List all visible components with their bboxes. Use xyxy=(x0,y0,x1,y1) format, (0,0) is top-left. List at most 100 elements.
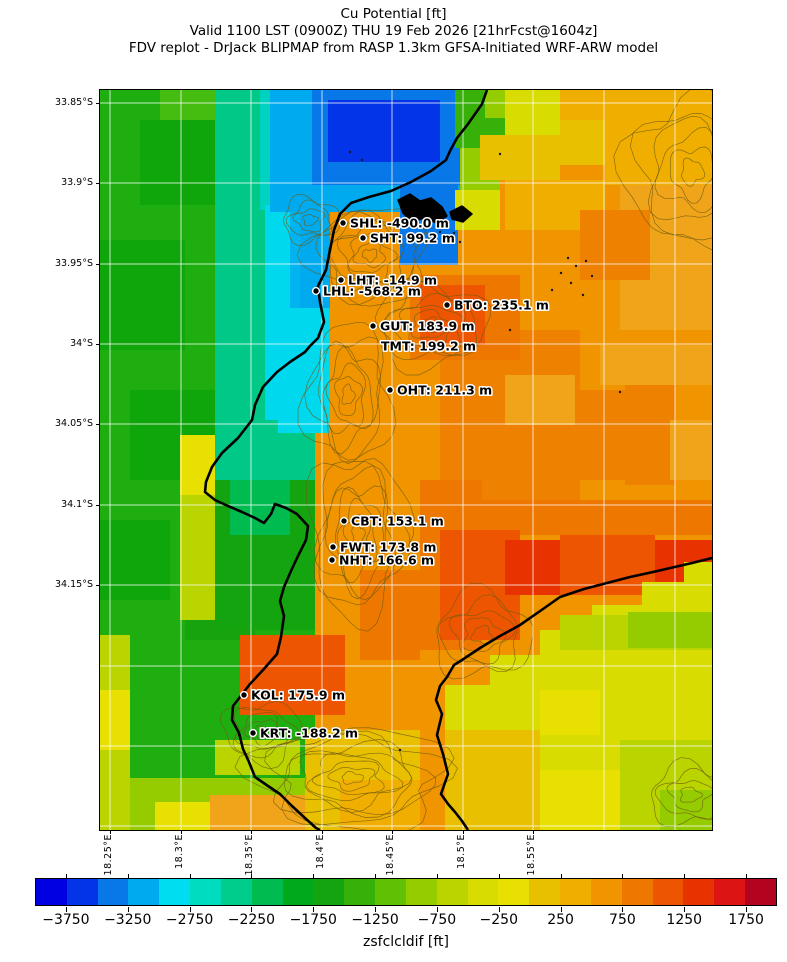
raster-cell xyxy=(140,120,225,205)
terrain-contour xyxy=(448,610,516,665)
terrain-contour xyxy=(462,617,507,652)
map-speckle xyxy=(559,271,563,275)
colorbar-tick-label: −250 xyxy=(479,912,518,928)
y-tick-mark xyxy=(96,505,100,506)
station-label: SHT: 99.2 m xyxy=(370,231,455,246)
raster-cell xyxy=(480,135,560,180)
raster-cell xyxy=(625,375,675,485)
map-speckle xyxy=(498,152,502,156)
plot-valid-time: Valid 1100 LST (0900Z) THU 19 Feb 2026 [… xyxy=(189,23,598,39)
raster-cell xyxy=(628,612,712,648)
map-speckle xyxy=(581,293,585,297)
colorbar-segment xyxy=(282,879,314,905)
station-label: FWT: 173.8 m xyxy=(340,540,436,555)
terrain-contour xyxy=(299,750,412,813)
map-speckle xyxy=(566,256,570,260)
y-tick-mark xyxy=(96,264,100,265)
colorbar-segment xyxy=(36,879,67,905)
station-dot xyxy=(327,555,337,565)
map-speckle xyxy=(458,240,462,244)
terrain-contour xyxy=(679,786,703,803)
colorbar-notch xyxy=(498,874,500,878)
colorbar-tick-label: −750 xyxy=(417,912,457,928)
terrain-contour xyxy=(341,383,356,405)
station-dot xyxy=(442,300,452,310)
y-tick-mark xyxy=(96,183,100,184)
station-label: KOL: 175.9 m xyxy=(251,688,345,703)
colorbar-segment xyxy=(467,879,499,905)
terrain-contour xyxy=(347,235,398,273)
map-speckle xyxy=(508,328,512,332)
terrain-contour xyxy=(681,157,706,187)
station-marker-lhl: LHL: -568.2 m xyxy=(311,282,422,300)
plot-model-info: FDV replot - DrJack BLIPMAP from RASP 1.… xyxy=(128,40,659,56)
terrain-contour xyxy=(318,340,381,455)
raster-cell xyxy=(560,120,605,165)
colorbar-segment xyxy=(251,879,283,905)
x-tick-mark xyxy=(181,830,182,834)
colorbar-segment xyxy=(159,879,191,905)
x-tick-label: 18.3°E xyxy=(174,834,185,869)
station-dot xyxy=(248,728,258,738)
colorbar-segment xyxy=(621,879,653,905)
map-panel: SHL: -490.0 m SHT: 99.2 m LHT: -14.9 m LHL:… xyxy=(99,89,713,831)
terrain-contour xyxy=(342,514,372,557)
raster-cell xyxy=(100,690,130,750)
y-tick-label: 34°S xyxy=(70,338,93,349)
colorbar-tick-label: −3250 xyxy=(104,912,152,928)
station-marker-fwt: FWT: 173.8 m xyxy=(328,538,438,556)
raster-cell xyxy=(684,562,712,582)
colorbar-segment xyxy=(436,879,468,905)
station-dot xyxy=(339,516,349,526)
station-dot xyxy=(239,690,249,700)
coastline-false-bay xyxy=(434,556,712,830)
station-marker-krt: KRT: -188.2 m xyxy=(248,724,360,742)
harbor-outline xyxy=(397,193,448,224)
map-speckle xyxy=(360,158,364,162)
colorbar-notch xyxy=(622,874,624,878)
station-dot xyxy=(336,275,346,285)
terrain-contour xyxy=(327,767,376,792)
colorbar-notch xyxy=(313,874,315,878)
colorbar-segment xyxy=(529,879,561,905)
station-dot xyxy=(338,218,348,228)
colorbar-segment xyxy=(220,879,252,905)
harbor-outline xyxy=(449,205,473,223)
station-label: CBT: 153.1 m xyxy=(351,514,444,529)
terrain-contour xyxy=(305,458,415,632)
colorbar-segment xyxy=(560,879,591,905)
x-tick-mark xyxy=(251,830,252,834)
station-label: TMT: 199.2 m xyxy=(381,339,476,354)
terrain-contour xyxy=(325,362,366,427)
terrain-contour xyxy=(302,214,320,227)
raster-cell xyxy=(670,420,712,480)
terrain-contour xyxy=(341,770,364,785)
terrain-contour xyxy=(351,524,366,547)
colorbar-segment xyxy=(344,879,376,905)
terrain-contour xyxy=(436,582,534,680)
colorbar-segment xyxy=(190,879,221,905)
station-marker-bto: BTO: 235.1 m xyxy=(442,296,550,314)
y-tick-label: 34.05°S xyxy=(55,418,93,429)
colorbar-tick-label: 1750 xyxy=(728,912,764,928)
y-tick-label: 33.85°S xyxy=(55,97,93,108)
colorbar-notch xyxy=(684,874,686,878)
terrain-contour xyxy=(264,732,458,826)
colorbar-segment xyxy=(97,879,129,905)
terrain-contour xyxy=(234,727,455,830)
colorbar-segment xyxy=(128,879,160,905)
x-tick-label: 18.4°E xyxy=(315,834,326,869)
terrain-contour xyxy=(243,719,277,747)
terrain-contour xyxy=(666,780,712,813)
terrain-contour xyxy=(437,594,519,672)
terrain-contour xyxy=(283,193,341,247)
y-tick-label: 34.1°S xyxy=(61,499,93,510)
terrain-contour xyxy=(629,113,712,241)
station-marker-cbt: CBT: 153.1 m xyxy=(339,512,445,530)
map-speckle xyxy=(452,231,456,235)
x-tick-label: 18.25°E xyxy=(103,834,114,876)
raster-cell xyxy=(440,500,712,535)
station-dot xyxy=(385,385,395,395)
